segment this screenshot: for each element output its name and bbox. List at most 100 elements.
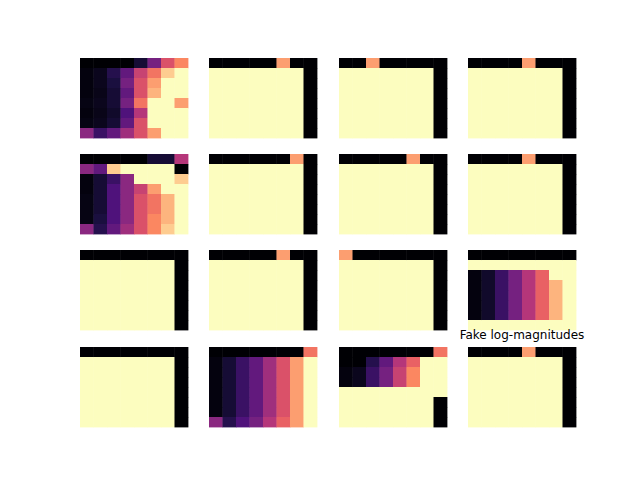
heatmap-cell: [549, 290, 563, 300]
heatmap-panel: [80, 58, 188, 138]
heatmap-cell: [393, 270, 407, 280]
heatmap-panel: [209, 250, 317, 330]
heatmap-cell: [223, 204, 237, 214]
heatmap-cell: [134, 164, 148, 174]
heatmap-cell: [495, 270, 509, 280]
heatmap-cell: [549, 194, 563, 204]
heatmap-cell: [148, 290, 162, 300]
heatmap-cell: [107, 118, 121, 128]
heatmap-cell: [522, 88, 536, 98]
heatmap-cell: [549, 367, 563, 377]
heatmap-cell: [175, 214, 189, 224]
heatmap-cell: [522, 387, 536, 397]
heatmap-cell: [482, 280, 496, 290]
heatmap-cell: [468, 250, 482, 260]
heatmap-cell: [380, 320, 394, 330]
heatmap-cell: [121, 417, 135, 427]
heatmap-cell: [495, 347, 509, 357]
heatmap-cell: [536, 270, 550, 280]
heatmap-cell: [563, 68, 577, 78]
heatmap-cell: [393, 397, 407, 407]
heatmap-cell: [263, 164, 277, 174]
heatmap-cell: [263, 98, 277, 108]
heatmap-panel: [468, 347, 576, 427]
heatmap-cell: [236, 407, 250, 417]
heatmap-cell: [304, 78, 318, 88]
heatmap-cell: [223, 250, 237, 260]
heatmap-cell: [148, 387, 162, 397]
heatmap-cell: [250, 270, 264, 280]
heatmap-cell: [107, 250, 121, 260]
heatmap-cell: [482, 58, 496, 68]
heatmap-panel: [209, 154, 317, 234]
heatmap-cell: [339, 154, 353, 164]
heatmap-cell: [209, 128, 223, 138]
heatmap-cell: [263, 290, 277, 300]
heatmap-cell: [366, 367, 380, 377]
heatmap-cell: [393, 367, 407, 377]
heatmap-cell: [290, 58, 304, 68]
heatmap-cell: [339, 68, 353, 78]
heatmap-cell: [175, 194, 189, 204]
heatmap-cell: [468, 377, 482, 387]
heatmap-cell: [263, 260, 277, 270]
heatmap-cell: [468, 367, 482, 377]
heatmap-cell: [304, 347, 318, 357]
heatmap-cell: [107, 194, 121, 204]
heatmap-cell: [209, 118, 223, 128]
heatmap-cell: [536, 357, 550, 367]
heatmap-cell: [407, 154, 421, 164]
heatmap-cell: [277, 68, 291, 78]
heatmap-cell: [277, 250, 291, 260]
heatmap-cell: [263, 250, 277, 260]
heatmap-cell: [495, 387, 509, 397]
heatmap-cell: [407, 88, 421, 98]
heatmap-cell: [563, 250, 577, 260]
heatmap-cell: [290, 194, 304, 204]
heatmap-cell: [482, 387, 496, 397]
heatmap-cell: [94, 310, 108, 320]
heatmap-cell: [434, 367, 448, 377]
heatmap-cell: [209, 300, 223, 310]
heatmap-cell: [366, 357, 380, 367]
heatmap-cell: [563, 58, 577, 68]
heatmap-cell: [549, 224, 563, 234]
heatmap-cell: [94, 407, 108, 417]
heatmap-cell: [148, 270, 162, 280]
heatmap-cell: [420, 260, 434, 270]
heatmap-cell: [407, 387, 421, 397]
heatmap-cell: [304, 58, 318, 68]
heatmap-cell: [563, 357, 577, 367]
heatmap-cell: [339, 407, 353, 417]
heatmap-cell: [393, 224, 407, 234]
heatmap-cell: [468, 194, 482, 204]
heatmap-cell: [434, 387, 448, 397]
heatmap-cell: [468, 357, 482, 367]
heatmap-cell: [161, 290, 175, 300]
heatmap-cell: [277, 118, 291, 128]
heatmap-cell: [366, 310, 380, 320]
heatmap-cell: [94, 154, 108, 164]
heatmap-cell: [549, 270, 563, 280]
heatmap-cell: [420, 108, 434, 118]
heatmap-cell: [250, 108, 264, 118]
heatmap-cell: [339, 118, 353, 128]
heatmap-cell: [107, 58, 121, 68]
heatmap-cell: [175, 174, 189, 184]
heatmap-cell: [107, 377, 121, 387]
heatmap-cell: [353, 270, 367, 280]
heatmap-cell: [536, 108, 550, 118]
heatmap-cell: [495, 377, 509, 387]
heatmap-cell: [121, 377, 135, 387]
heatmap-cell: [263, 367, 277, 377]
heatmap-cell: [107, 407, 121, 417]
heatmap-cell: [121, 128, 135, 138]
heatmap-cell: [495, 214, 509, 224]
heatmap-cell: [563, 88, 577, 98]
heatmap-cell: [236, 320, 250, 330]
heatmap-cell: [161, 128, 175, 138]
heatmap-cell: [468, 88, 482, 98]
heatmap-cell: [107, 260, 121, 270]
heatmap-cell: [263, 118, 277, 128]
heatmap-cell: [353, 417, 367, 427]
